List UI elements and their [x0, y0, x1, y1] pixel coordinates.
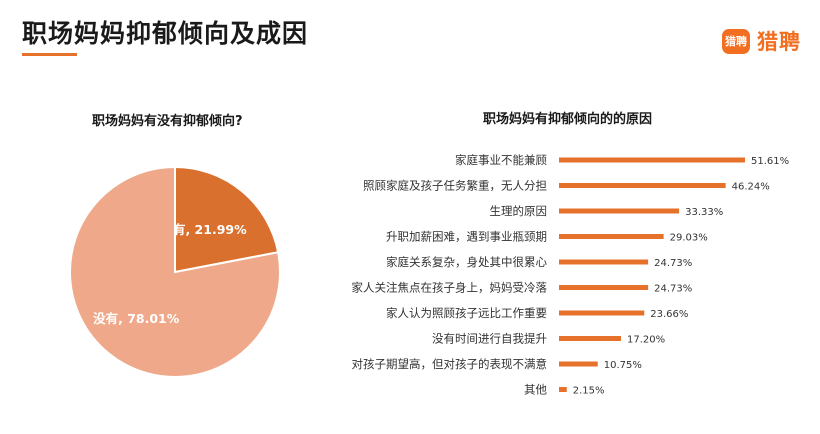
- bar-5: [559, 285, 649, 290]
- bar-3: [559, 234, 664, 239]
- bar-8: [559, 361, 598, 367]
- pie-slice-label-1: 没有, 78.01%: [93, 311, 180, 326]
- bar-category-label-9: 其他: [524, 383, 547, 397]
- bar-value-label-5: 24.73%: [654, 284, 692, 295]
- pie-slice-0: [174, 165, 280, 274]
- title-underline: [22, 53, 77, 56]
- bar-value-label-7: 17.20%: [627, 335, 665, 346]
- page-title: 职场妈妈抑郁倾向及成因: [22, 19, 309, 48]
- brand: 猎聘 猎聘: [722, 26, 801, 56]
- bar-value-label-9: 2.15%: [573, 386, 605, 397]
- bar-category-label-7: 没有时间进行自我提升: [432, 332, 547, 346]
- bar-chart: 家庭事业不能兼顾 51.61% 照顾家庭及孩子任务繁重，无人分担 46.24% 生理的原…: [352, 153, 790, 397]
- bar-category-label-3: 升职加薪困难，遇到事业瓶颈期: [386, 230, 547, 244]
- bar-9: [559, 387, 567, 392]
- bar-category-label-8: 对孩子期望高，但对孩子的表现不满意: [352, 357, 548, 371]
- bar-1: [559, 183, 726, 188]
- bar-category-label-6: 家人认为照顾孩子远比工作重要: [386, 306, 547, 320]
- bar-7: [559, 336, 621, 341]
- pie-slice-1: [69, 165, 281, 378]
- pie-chart-title: 职场妈妈有没有抑郁倾向?: [92, 114, 243, 129]
- bar-category-label-4: 家庭关系复杂，身处其中很累心: [386, 255, 547, 269]
- bar-value-label-8: 10.75%: [604, 360, 642, 371]
- bar-value-label-2: 33.33%: [685, 207, 723, 218]
- bar-category-label-1: 照顾家庭及孩子任务繁重，无人分担: [363, 179, 547, 193]
- bar-chart-title: 职场妈妈有抑郁倾向的的原因: [483, 112, 653, 127]
- bar-0: [559, 157, 745, 163]
- bar-4: [559, 259, 649, 265]
- pie-chart: 有, 21.99% 没有, 78.01%: [69, 165, 281, 378]
- bar-category-label-5: 家人关注焦点在孩子身上，妈妈受冷落: [352, 281, 548, 295]
- brand-logo-icon: 猎聘: [722, 28, 750, 54]
- bar-value-label-4: 24.73%: [654, 258, 692, 269]
- pie-slice-label-0: 有, 21.99%: [173, 222, 247, 237]
- bar-value-label-1: 46.24%: [732, 182, 770, 193]
- bar-value-label-6: 23.66%: [650, 309, 688, 320]
- brand-name: 猎聘: [757, 30, 801, 54]
- bar-2: [559, 208, 680, 214]
- bar-6: [559, 310, 645, 316]
- bar-value-label-0: 51.61%: [751, 156, 789, 167]
- bar-category-label-0: 家庭事业不能兼顾: [455, 153, 547, 167]
- bar-value-label-3: 29.03%: [670, 233, 708, 244]
- bar-category-label-2: 生理的原因: [490, 204, 548, 218]
